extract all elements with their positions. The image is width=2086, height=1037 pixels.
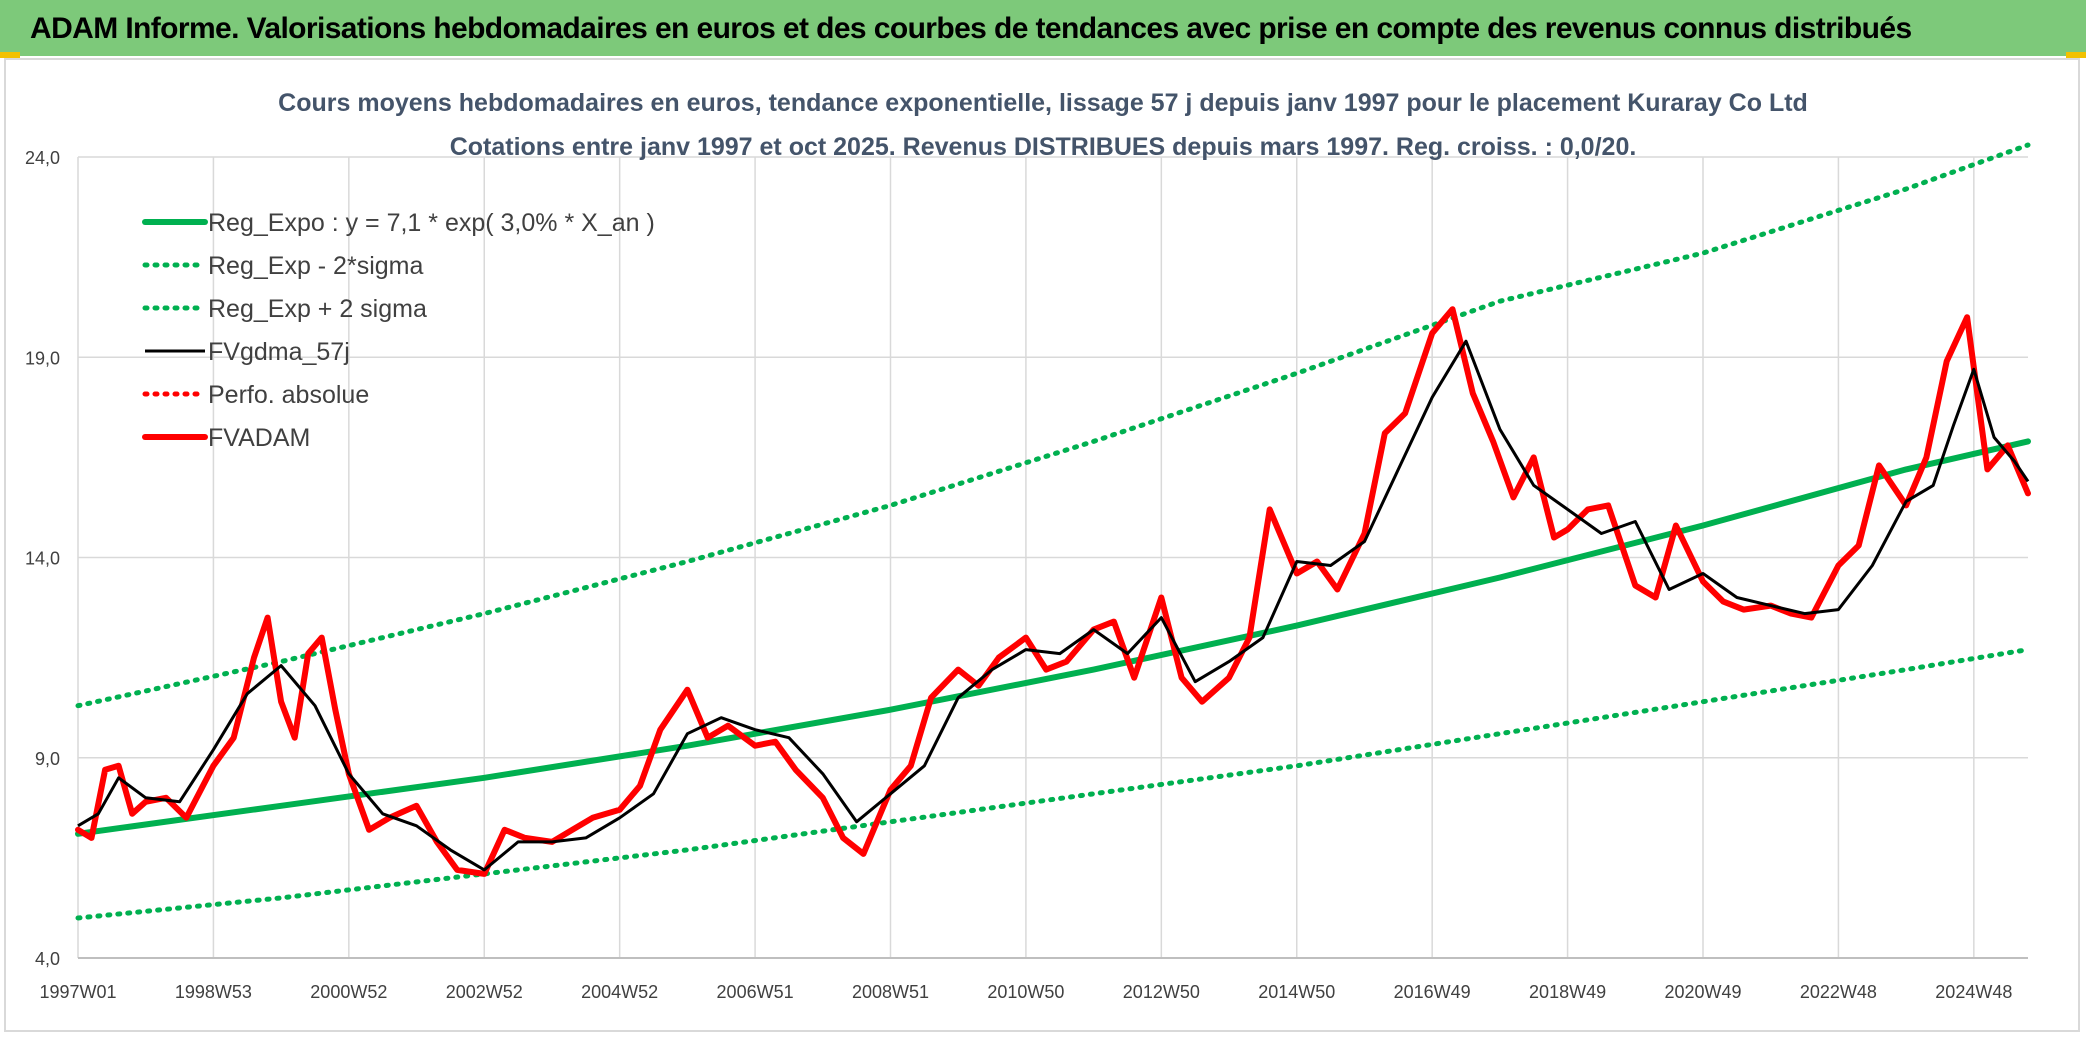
series-layer bbox=[75, 142, 2031, 921]
legend-label-fvadam: FVADAM bbox=[208, 424, 310, 452]
series-line-reg-expo-y-7-1-exp-3-0-x-an bbox=[75, 438, 2031, 837]
legend-label-reg-exp-2-sigma: Reg_Exp + 2 sigma bbox=[208, 295, 427, 323]
header-banner: ADAM Informe. Valorisations hebdomadaire… bbox=[0, 0, 2086, 56]
tick-layer: 4,0 9,0 14,0 19,0 24,0 1997W01 1998W53 2000W52 2… bbox=[25, 148, 2012, 1002]
chart-subtitle-line-1: Cours moyens hebdomadaires en euros, ten… bbox=[278, 89, 1808, 117]
series-line-reg-exp-2-sigma bbox=[75, 142, 2031, 709]
legend-label-fvgdma-57j: FVgdma_57j bbox=[208, 338, 350, 366]
x-tick-label: 2016W49 bbox=[1394, 982, 1471, 1002]
x-tick-label: 2012W50 bbox=[1123, 982, 1200, 1002]
series-line-fvadam bbox=[75, 306, 2031, 877]
report-title: ADAM Informe. Valorisations hebdomadaire… bbox=[30, 12, 1912, 45]
y-tick-label: 19,0 bbox=[25, 348, 60, 368]
chart-subtitle-line-2: Cotations entre janv 1997 et oct 2025. R… bbox=[450, 133, 1637, 161]
x-tick-label: 2024W48 bbox=[1935, 982, 2012, 1002]
x-tick-label: 2004W52 bbox=[581, 982, 658, 1002]
legend: Reg_Expo : y = 7,1 * exp( 3,0% * X_an ) R… bbox=[142, 209, 655, 452]
x-tick-label: 2002W52 bbox=[446, 982, 523, 1002]
x-tick-label: 2010W50 bbox=[987, 982, 1064, 1002]
y-tick-label: 14,0 bbox=[25, 549, 60, 569]
legend-label-reg-exp-2-sigma: Reg_Exp - 2*sigma bbox=[208, 252, 423, 280]
x-tick-label: 1997W01 bbox=[39, 982, 116, 1002]
x-tick-label: 2022W48 bbox=[1800, 982, 1877, 1002]
x-tick-label: 2020W49 bbox=[1664, 982, 1741, 1002]
x-tick-label: 2018W49 bbox=[1529, 982, 1606, 1002]
legend-label-reg-expo-y-7-1-exp-3-0-x-an: Reg_Expo : y = 7,1 * exp( 3,0% * X_an ) bbox=[208, 209, 655, 237]
corner-marker-left bbox=[0, 52, 20, 58]
x-tick-label: 2000W52 bbox=[310, 982, 387, 1002]
x-tick-label: 1998W53 bbox=[175, 982, 252, 1002]
legend-label-perfo-absolue: Perfo. absolue bbox=[208, 381, 369, 409]
corner-marker-right bbox=[2066, 52, 2086, 58]
y-tick-label: 24,0 bbox=[25, 148, 60, 168]
series-line-fvgdma-57j bbox=[77, 339, 2030, 872]
y-tick-label: 9,0 bbox=[35, 749, 60, 769]
y-tick-label: 4,0 bbox=[35, 949, 60, 969]
chart-frame bbox=[4, 58, 2080, 1032]
x-tick-label: 2014W50 bbox=[1258, 982, 1335, 1002]
series-line-reg-exp-2-sigma bbox=[75, 647, 2031, 921]
x-tick-label: 2006W51 bbox=[717, 982, 794, 1002]
x-tick-label: 2008W51 bbox=[852, 982, 929, 1002]
